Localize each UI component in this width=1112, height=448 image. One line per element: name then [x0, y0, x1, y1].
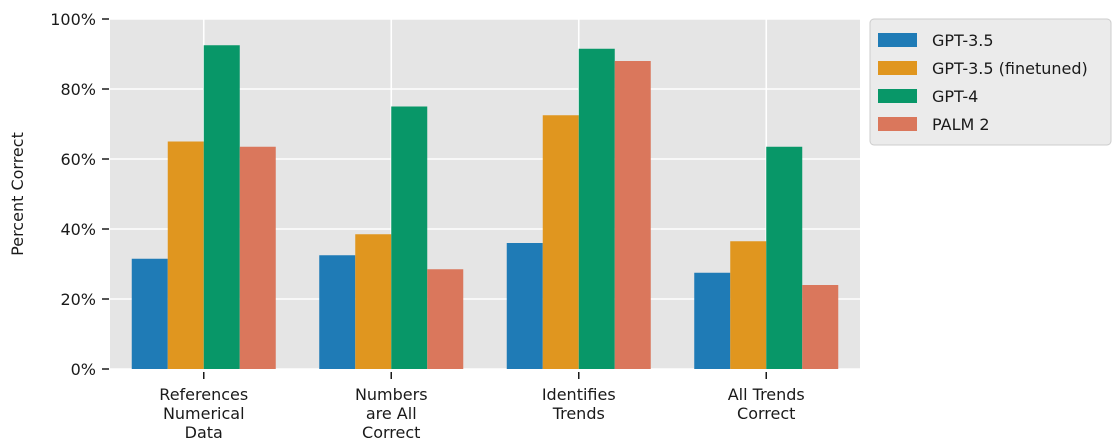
bars-group — [131, 45, 839, 369]
legend-label: PALM 2 — [932, 115, 990, 134]
bar — [730, 241, 767, 369]
x-category-label: References — [159, 385, 248, 404]
legend-box — [869, 18, 1112, 146]
bar — [319, 255, 356, 369]
bar — [167, 141, 204, 369]
x-category-label: All Trends — [728, 385, 805, 404]
x-category-label: Correct — [737, 404, 795, 423]
legend-label: GPT-3.5 (finetuned) — [932, 59, 1088, 78]
y-axis-label: Percent Correct — [8, 132, 27, 256]
bar — [542, 115, 579, 369]
y-tick-label: 40% — [60, 220, 96, 239]
x-category-label: Identifies — [542, 385, 616, 404]
bar — [131, 258, 168, 369]
bar — [578, 48, 615, 369]
x-category-label: Data — [185, 423, 223, 442]
bar — [355, 234, 392, 369]
legend-swatch — [878, 117, 917, 131]
y-tick-label: 0% — [71, 360, 96, 379]
bar — [391, 106, 428, 369]
y-tick-label: 80% — [60, 80, 96, 99]
legend-label: GPT-3.5 — [932, 31, 994, 50]
legend: GPT-3.5 GPT-3.5 (finetuned) GPT-4 PALM 2 — [869, 18, 1112, 146]
y-axis: 0% 20% 40% 60% 80% 100% — [50, 10, 109, 379]
y-tick-label: 100% — [50, 10, 96, 29]
legend-label: GPT-4 — [932, 87, 978, 106]
legend-swatch — [878, 89, 917, 103]
legend-swatch — [878, 61, 917, 75]
x-category-label: Trends — [552, 404, 605, 423]
bar — [694, 272, 731, 369]
y-tick-label: 20% — [60, 290, 96, 309]
bar — [203, 45, 240, 369]
x-category-label: are All — [366, 404, 417, 423]
y-tick-label: 60% — [60, 150, 96, 169]
bar — [239, 146, 276, 369]
x-category-label: Numbers — [355, 385, 428, 404]
x-category-label: Numerical — [163, 404, 245, 423]
bar — [506, 243, 543, 369]
x-category-label: Correct — [362, 423, 420, 442]
bar — [614, 61, 651, 369]
bar — [427, 269, 464, 369]
bar — [802, 285, 839, 369]
legend-swatch — [878, 33, 917, 47]
bar — [766, 146, 803, 369]
